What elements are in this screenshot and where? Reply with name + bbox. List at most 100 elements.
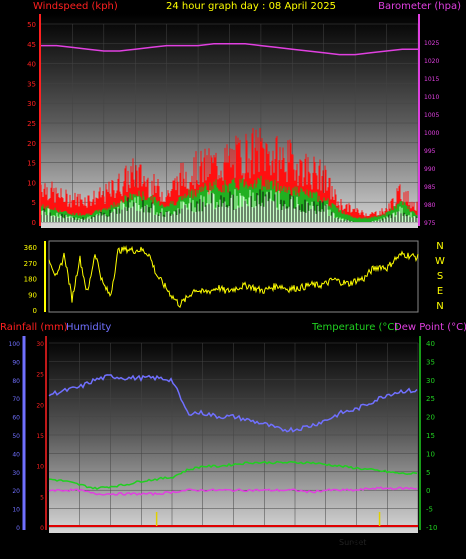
direction-line [48,245,419,309]
windspeed-title: Windspeed (kph) [33,1,118,12]
temp-series [48,374,418,527]
temp-panel-grid [49,342,419,528]
barometer-tick-label: 975 [424,220,436,227]
humidity-tick-label: 50 [12,433,20,440]
graph-title: 24 hour graph day : 08 April 2025 [166,1,336,12]
wind-tick-label: 15 [27,160,36,168]
humidity-tick-label: 30 [12,470,20,477]
wind-tick-label: 30 [27,100,36,108]
temp-tick-label: 10 [426,450,435,458]
barometer-tick-label: 1020 [424,58,439,65]
barometer-tick-label: 995 [424,148,436,155]
x-tick-label: 00 [414,232,423,240]
temp-tick-label: 30 [426,377,435,385]
humidity-tick-label: 70 [12,396,20,403]
x-tick-label: 00 [414,539,423,547]
compass-label: W [435,256,445,267]
wind-tick-label: 35 [27,80,36,88]
barometer-tick-label: 1010 [424,94,439,101]
barometer-tick-label: 1000 [424,130,439,137]
temp-tick-label: 20 [426,414,435,422]
humidity-tick-label: 60 [12,415,20,422]
axes: 0510152025303540455097598098599099510001… [9,14,445,547]
rain-tick-label: 0 [40,525,44,532]
rain-tick-label: 30 [36,341,44,348]
temperature-title: Temperature (°C) [311,322,398,333]
compass-label: N [436,241,443,252]
rainfall-title: Rainfall (mm) [0,322,68,333]
humidity-tick-label: 80 [12,378,20,385]
humidity-tick-label: 20 [12,488,20,495]
compass-label: N [436,301,443,312]
sunset-label: Sunset [339,538,366,547]
x-tick-label: 18 [319,232,328,240]
direction-tick-label: 270 [24,260,37,268]
rain-tick-label: 20 [36,402,44,409]
direction-panel-bg [48,240,419,313]
humidity-tick-label: 40 [12,451,20,458]
rain-tick-label: 25 [36,372,44,379]
wind-tick-label: 25 [27,120,36,128]
barometer-tick-label: 1005 [424,112,439,119]
dewpoint-title: Dew Point (°C) [394,322,466,333]
x-tick-label: 12 [225,232,234,240]
dewpoint-line [48,486,418,496]
direction-series [48,245,419,309]
x-tick-label: 06 [131,232,140,240]
humidity-tick-label: 0 [16,525,20,532]
x-tick-label: 14 [256,232,265,240]
x-tick-label: 02 [68,232,77,240]
humidity-tick-label: 90 [12,359,20,366]
temp-tick-label: 40 [426,340,435,348]
rain-tick-label: 15 [36,433,44,440]
x-tick-label: 10 [198,539,207,547]
barometer-tick-label: 1025 [424,40,439,47]
barometer-title: Barometer (hpa) [378,1,461,12]
x-tick-label: 08 [168,539,177,547]
compass-label: E [437,286,443,297]
temp-tick-label: 25 [426,395,435,403]
x-tick-label: 04 [99,232,108,240]
direction-tick-label: 0 [33,307,37,315]
wind-tick-label: 20 [27,140,36,148]
temp-tick-label: 0 [426,487,430,495]
x-tick-label: 10 [194,232,203,240]
x-tick-label: 16 [291,539,300,547]
wind-tick-label: 40 [27,61,36,69]
barometer-line [41,43,418,56]
wind-series [40,43,418,222]
temperature-line [48,460,418,491]
x-tick-label: 22 [383,539,392,547]
temp-tick-label: -5 [426,506,433,514]
humidity-line [48,374,418,433]
wind-tick-label: 0 [32,219,36,227]
direction-tick-label: 90 [28,291,37,299]
x-tick-label: 16 [288,232,297,240]
wind-tick-label: 10 [27,179,36,187]
x-tick-label: 04 [106,539,115,547]
x-tick-label: 12 [229,539,238,547]
wind-tick-label: 5 [32,199,36,207]
x-tick-label: 14 [260,539,269,547]
rain-tick-label: 5 [40,494,44,501]
x-tick-label: 06 [137,539,146,547]
temp-tick-label: -10 [426,524,437,532]
temp-tick-label: 5 [426,469,430,477]
compass-label: S [437,271,443,282]
direction-tick-label: 180 [24,276,37,284]
x-tick-label: 18 [321,539,330,547]
temp-tick-label: 15 [426,432,435,440]
humidity-tick-label: 100 [9,341,21,348]
barometer-tick-label: 990 [424,166,436,173]
wind-tick-label: 50 [27,21,36,29]
rain-tick-label: 10 [36,464,44,471]
direction-tick-label: 360 [24,244,37,252]
x-tick-label: 02 [75,539,84,547]
x-tick-label: 20 [351,232,360,240]
humidity-title: Humidity [66,322,111,333]
temp-tick-label: 35 [426,358,435,366]
wind-tick-label: 45 [27,41,36,49]
x-tick-label: 08 [162,232,171,240]
